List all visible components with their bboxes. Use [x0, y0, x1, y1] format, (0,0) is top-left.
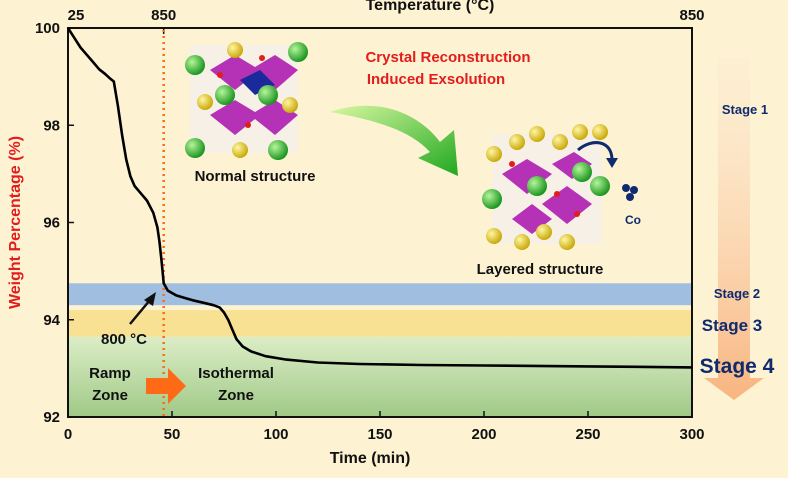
normal-structure-illustration [185, 42, 308, 160]
y-tick-label: 94 [43, 312, 60, 329]
co-particle [626, 193, 634, 201]
ramp-zone-line-2: Zone [92, 387, 128, 404]
x-tick-label: 100 [263, 426, 288, 443]
stage-1-label: Stage 1 [722, 102, 768, 117]
normal-structure-label: Normal structure [195, 168, 316, 185]
isothermal-zone-line-2: Zone [218, 387, 254, 404]
y-tick-label: 92 [43, 409, 60, 426]
band-stage-3 [68, 310, 692, 337]
ramp-zone-line-1: Ramp [89, 365, 131, 382]
y-tick-label: 100 [35, 20, 60, 37]
title-line-1: Crystal Reconstruction [365, 49, 530, 66]
stage-4-label: Stage 4 [700, 355, 775, 378]
transition-arrow [330, 105, 458, 176]
layered-structure-label: Layered structure [477, 261, 604, 278]
co-particle [630, 186, 638, 194]
x-tick-label: 0 [64, 426, 72, 443]
x-tick-label: 200 [471, 426, 496, 443]
co-particle [622, 184, 630, 192]
isothermal-zone-line-1: Isothermal [198, 365, 274, 382]
x-tick-label: 50 [164, 426, 181, 443]
co-arrow-head [606, 158, 618, 168]
y-axis-label: Weight Percentage (%) [7, 136, 24, 309]
stage-arrow [704, 58, 764, 400]
temp-800-arrowhead [144, 292, 156, 306]
x-tick-label: 250 [575, 426, 600, 443]
co-label: Co [625, 213, 641, 227]
stage-bands [68, 283, 692, 417]
y-tick-label: 98 [43, 117, 60, 134]
series-line-tga [66, 27, 693, 369]
ramp-to-isothermal-arrow [146, 368, 186, 404]
title-line-2: Induced Exsolution [367, 71, 505, 88]
stage-2-label: Stage 2 [714, 286, 760, 301]
top-axis-label: Temperature (°C) [366, 0, 495, 14]
top-tick-label: 850 [679, 7, 704, 24]
stage-3-label: Stage 3 [702, 316, 762, 335]
top-tick-label: 850 [151, 7, 176, 24]
temp-800-arrow [129, 299, 151, 325]
top-tick-label: 25 [68, 7, 85, 24]
band-stage-2 [68, 283, 692, 306]
x-tick-label: 300 [679, 426, 704, 443]
layered-structure-illustration [482, 124, 610, 250]
y-tick-label: 96 [43, 215, 60, 232]
x-axis-label: Time (min) [330, 450, 411, 467]
temp-800-label: 800 °C [101, 331, 147, 348]
band-stage-4 [68, 336, 692, 417]
co-exsolution-arrow [577, 141, 614, 161]
x-tick-label: 150 [367, 426, 392, 443]
